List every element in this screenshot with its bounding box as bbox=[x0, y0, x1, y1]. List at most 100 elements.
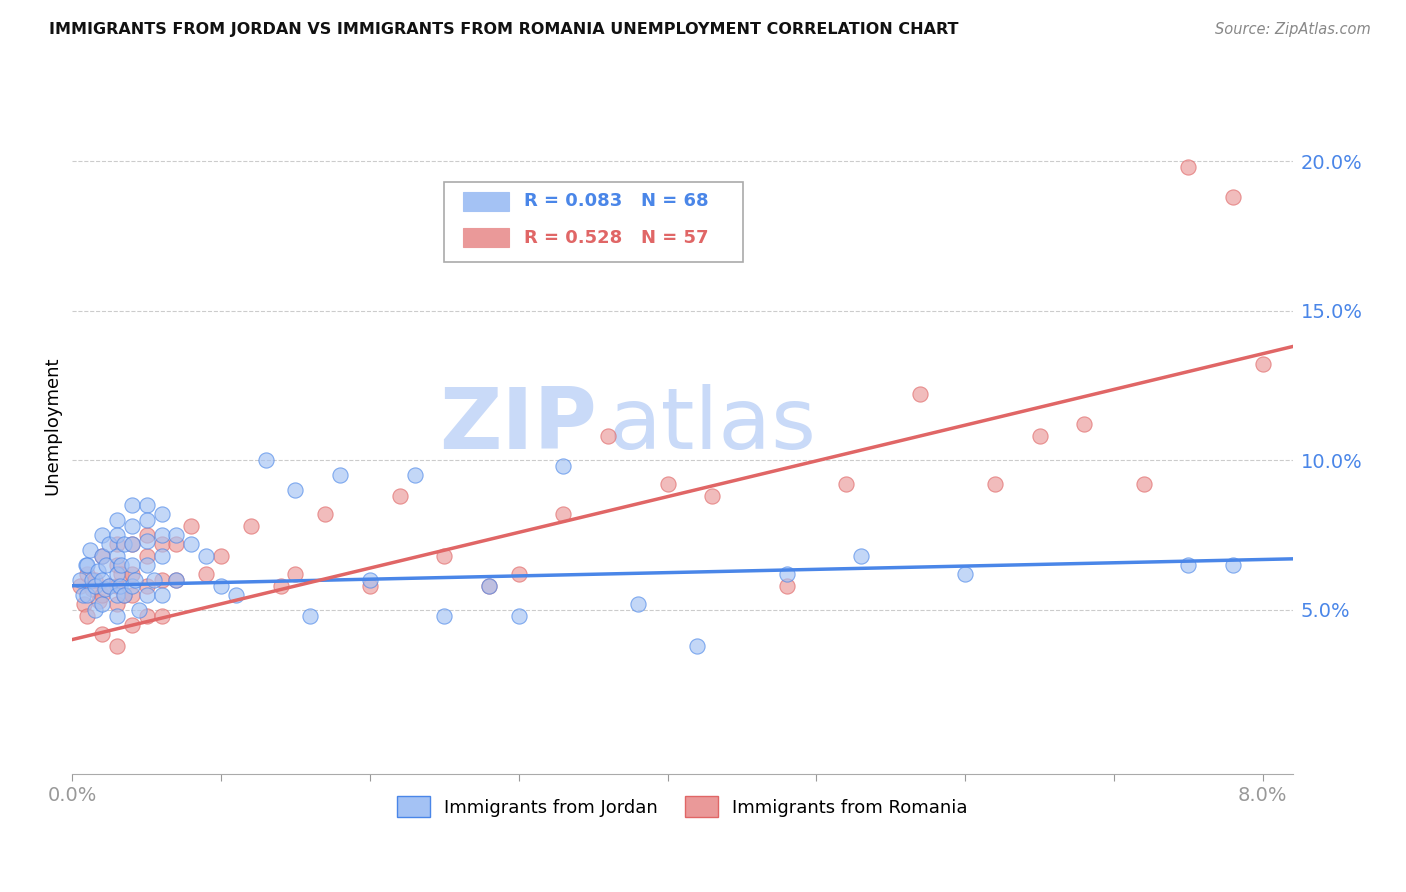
Text: Source: ZipAtlas.com: Source: ZipAtlas.com bbox=[1215, 22, 1371, 37]
Point bbox=[553, 459, 575, 474]
Point bbox=[135, 528, 157, 542]
Point bbox=[270, 579, 292, 593]
Point bbox=[69, 579, 91, 593]
Point bbox=[91, 626, 114, 640]
Text: IMMIGRANTS FROM JORDAN VS IMMIGRANTS FROM ROMANIA UNEMPLOYMENT CORRELATION CHART: IMMIGRANTS FROM JORDAN VS IMMIGRANTS FRO… bbox=[49, 22, 959, 37]
Point bbox=[98, 579, 121, 593]
Point bbox=[112, 588, 135, 602]
Point bbox=[1177, 160, 1199, 174]
Point bbox=[80, 582, 103, 596]
Point bbox=[105, 528, 128, 542]
Point bbox=[1222, 190, 1244, 204]
Point bbox=[150, 528, 173, 542]
Point bbox=[75, 558, 97, 572]
Point bbox=[124, 573, 146, 587]
Point bbox=[627, 597, 650, 611]
Point bbox=[150, 608, 173, 623]
Point bbox=[105, 549, 128, 563]
Point bbox=[143, 573, 166, 587]
Point bbox=[508, 566, 530, 581]
Point bbox=[135, 608, 157, 623]
Point bbox=[83, 579, 105, 593]
Point bbox=[1222, 558, 1244, 572]
Point bbox=[121, 519, 143, 533]
Point bbox=[105, 579, 128, 593]
Point bbox=[195, 549, 218, 563]
Point bbox=[108, 579, 131, 593]
Point bbox=[359, 573, 381, 587]
Point bbox=[239, 519, 262, 533]
Point bbox=[135, 579, 157, 593]
Point bbox=[121, 566, 143, 581]
Point bbox=[135, 549, 157, 563]
Point bbox=[105, 588, 128, 602]
Point bbox=[76, 566, 98, 581]
Point bbox=[180, 537, 202, 551]
Point bbox=[91, 597, 114, 611]
Point bbox=[76, 608, 98, 623]
Point bbox=[150, 537, 173, 551]
Bar bbox=[463, 192, 509, 211]
Point bbox=[135, 533, 157, 548]
Point bbox=[165, 537, 187, 551]
Point bbox=[110, 558, 132, 572]
FancyBboxPatch shape bbox=[444, 182, 744, 262]
Point bbox=[121, 558, 143, 572]
Text: R = 0.083   N = 68: R = 0.083 N = 68 bbox=[524, 193, 709, 211]
Point bbox=[121, 498, 143, 512]
Point bbox=[121, 537, 143, 551]
Point bbox=[121, 617, 143, 632]
Point bbox=[1177, 558, 1199, 572]
Point bbox=[105, 608, 128, 623]
Point bbox=[105, 513, 128, 527]
Point bbox=[94, 582, 117, 596]
Point bbox=[79, 542, 101, 557]
Point bbox=[433, 608, 456, 623]
Point bbox=[478, 579, 501, 593]
Point bbox=[910, 387, 932, 401]
Point bbox=[775, 579, 797, 593]
Point bbox=[359, 579, 381, 593]
Point bbox=[849, 549, 872, 563]
Point bbox=[209, 579, 232, 593]
Point bbox=[404, 468, 426, 483]
Point bbox=[128, 602, 150, 616]
Point bbox=[105, 639, 128, 653]
Text: R = 0.528   N = 57: R = 0.528 N = 57 bbox=[524, 228, 709, 247]
Point bbox=[87, 593, 110, 607]
Point bbox=[96, 558, 118, 572]
Point bbox=[478, 579, 501, 593]
Point bbox=[105, 566, 128, 581]
Point bbox=[150, 507, 173, 521]
Point bbox=[91, 573, 114, 587]
Point bbox=[150, 549, 173, 563]
Point bbox=[150, 573, 173, 587]
Point bbox=[150, 588, 173, 602]
Bar bbox=[463, 228, 509, 247]
Point bbox=[1251, 358, 1274, 372]
Legend: Immigrants from Jordan, Immigrants from Romania: Immigrants from Jordan, Immigrants from … bbox=[389, 789, 974, 824]
Point bbox=[121, 537, 143, 551]
Point bbox=[91, 588, 114, 602]
Point bbox=[388, 489, 411, 503]
Point bbox=[121, 579, 143, 593]
Point bbox=[657, 477, 679, 491]
Text: atlas: atlas bbox=[609, 384, 817, 467]
Point bbox=[98, 579, 121, 593]
Point bbox=[1132, 477, 1154, 491]
Point bbox=[69, 573, 91, 587]
Point bbox=[686, 639, 709, 653]
Point bbox=[433, 549, 456, 563]
Point bbox=[80, 573, 103, 587]
Point bbox=[72, 588, 94, 602]
Point bbox=[775, 566, 797, 581]
Point bbox=[284, 483, 307, 497]
Point bbox=[121, 588, 143, 602]
Point bbox=[508, 608, 530, 623]
Point bbox=[86, 564, 108, 578]
Point bbox=[135, 513, 157, 527]
Point bbox=[180, 519, 202, 533]
Point bbox=[105, 597, 128, 611]
Point bbox=[254, 453, 277, 467]
Point bbox=[105, 558, 128, 572]
